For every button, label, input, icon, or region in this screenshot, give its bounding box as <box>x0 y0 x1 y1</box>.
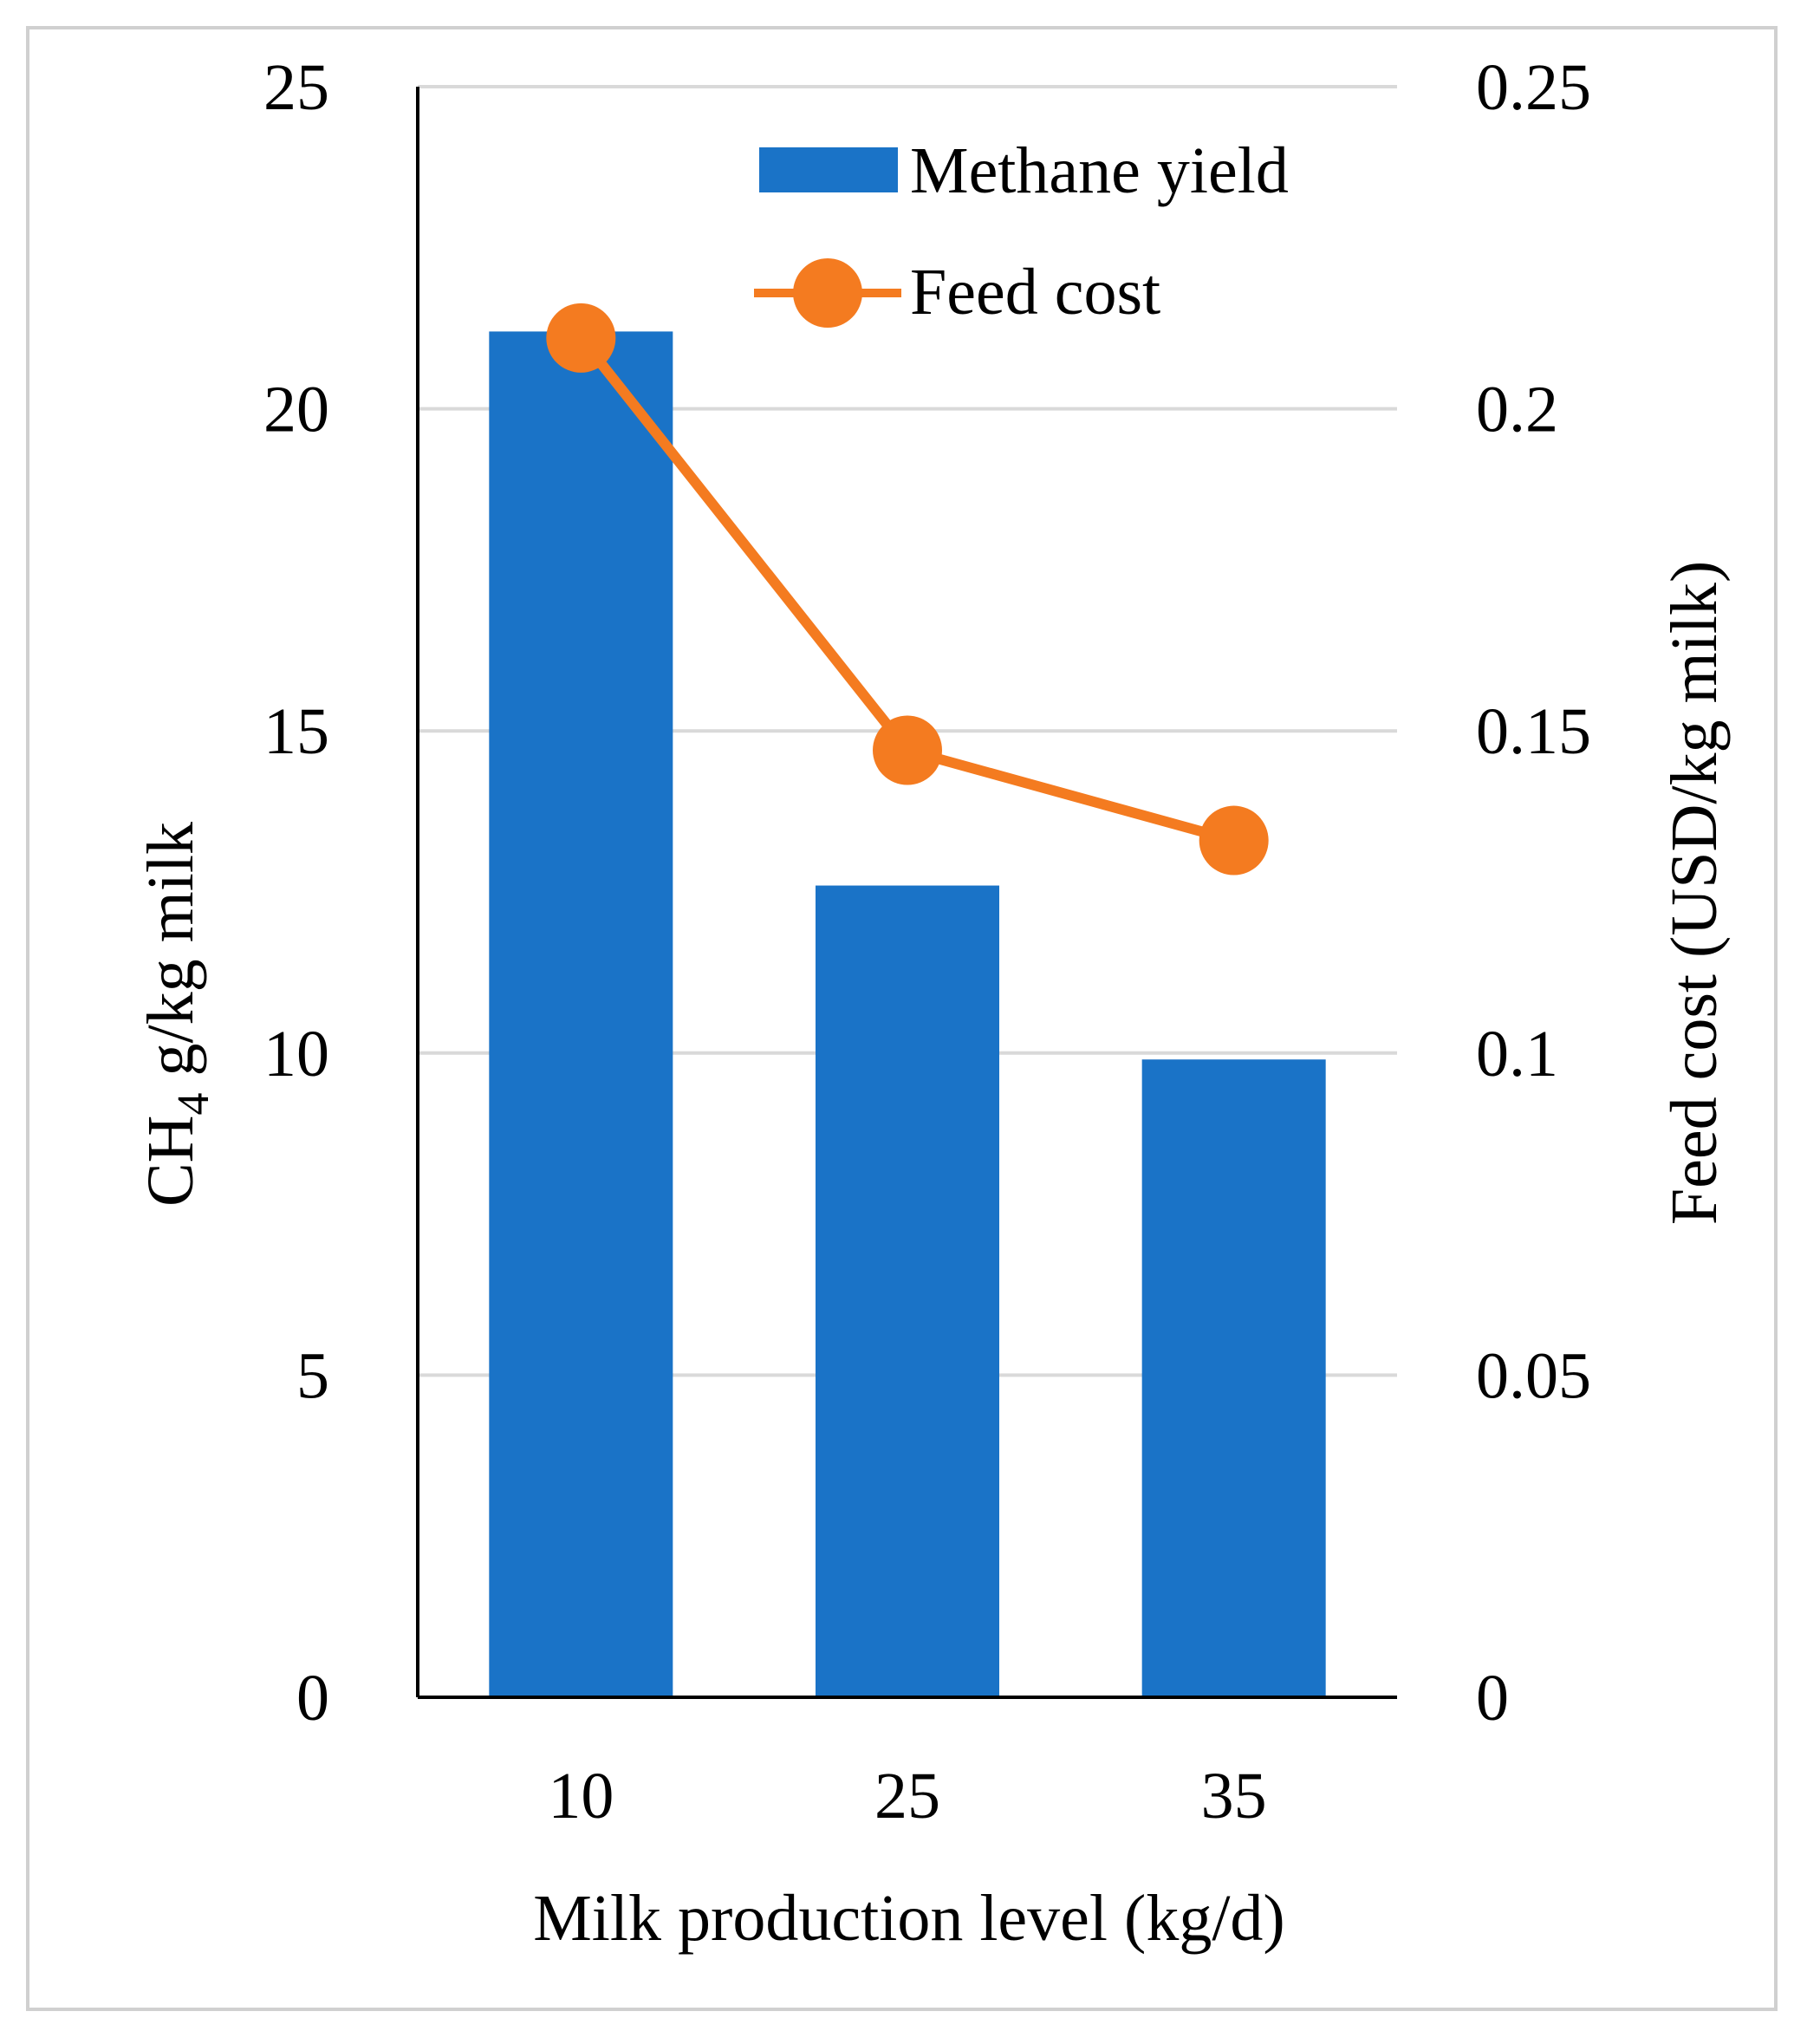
legend-feed-cost-marker <box>793 258 862 328</box>
y-tick-label: 0 <box>296 1662 329 1735</box>
y-tick-label: 20 <box>263 374 329 446</box>
y2-tick-label: 0.1 <box>1476 1018 1558 1090</box>
bar-methane-yield <box>489 331 673 1697</box>
y-tick-label: 10 <box>263 1018 329 1090</box>
y-tick-label: 25 <box>263 51 329 124</box>
y2-axis-title: Feed cost (USD/kg milk) <box>1658 561 1731 1225</box>
legend-methane-yield-label: Methane yield <box>910 134 1289 207</box>
y2-tick-label: 0.05 <box>1476 1339 1591 1412</box>
y2-tick-labels: 0 0.05 0.1 0.15 0.2 0.25 <box>1476 51 1591 1735</box>
y2-tick-label: 0.25 <box>1476 51 1591 124</box>
axes <box>416 87 1397 1699</box>
x-axis-title: Milk production level (kg/d) <box>533 1882 1285 1955</box>
x-tick-labels: 10 25 35 <box>548 1760 1266 1832</box>
bars <box>489 331 1326 1697</box>
x-tick-label: 25 <box>874 1760 940 1832</box>
legend-feed-cost-label: Feed cost <box>910 256 1160 329</box>
x-tick-label: 10 <box>548 1760 614 1832</box>
legend-methane-yield-swatch <box>759 147 898 192</box>
y-tick-label: 15 <box>263 695 329 768</box>
bar-methane-yield <box>816 885 999 1697</box>
y-axis-title-suffix: g/kg milk <box>134 822 207 1092</box>
x-tick-label: 35 <box>1201 1760 1267 1832</box>
bar-methane-yield <box>1141 1059 1326 1697</box>
y-tick-labels: 0 5 10 15 20 25 <box>263 51 329 1735</box>
y2-tick-label: 0 <box>1476 1662 1509 1735</box>
feed-cost-line-series <box>546 303 1269 876</box>
y2-tick-label: 0.15 <box>1476 695 1591 768</box>
feed-cost-point <box>1199 805 1269 876</box>
y-tick-label: 5 <box>296 1339 329 1412</box>
y2-tick-label: 0.2 <box>1476 374 1558 446</box>
y-axis-title: CH4 g/kg milk <box>134 822 218 1207</box>
legend: Methane yield Feed cost <box>754 134 1289 329</box>
feed-cost-point <box>873 715 942 785</box>
y-axis-title-subscript: 4 <box>169 1092 218 1115</box>
y-axis-title-prefix: CH <box>134 1115 207 1207</box>
feed-cost-point <box>546 303 616 373</box>
